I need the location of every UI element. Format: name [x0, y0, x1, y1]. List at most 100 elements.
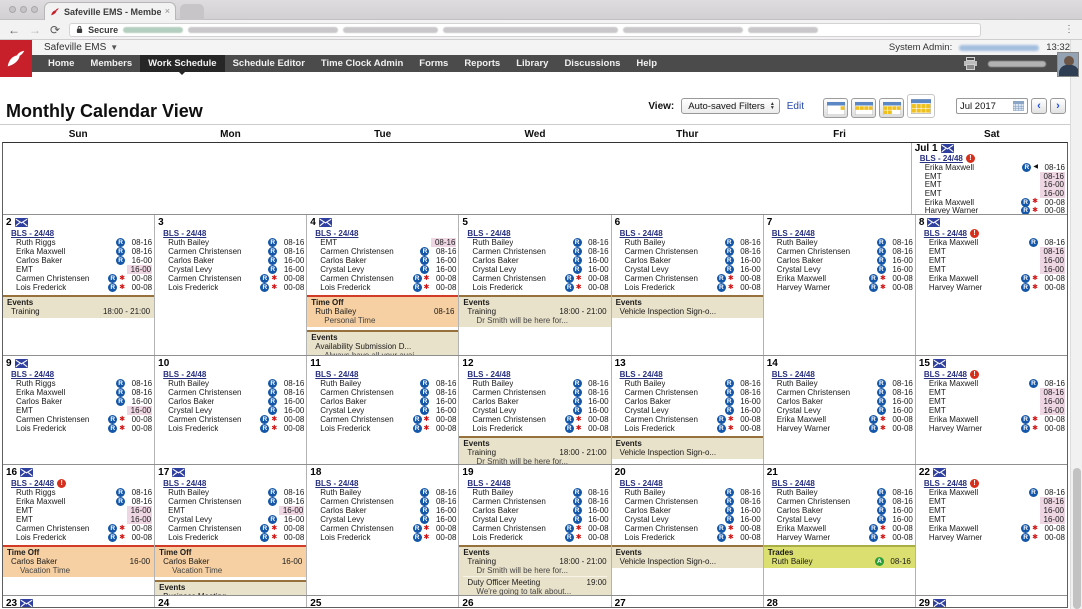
nav-item-help[interactable]: Help: [636, 58, 657, 69]
shift-link[interactable]: BLS - 24/48: [619, 369, 663, 379]
shift-assignment[interactable]: Lois Frederick R ✱ 00-08: [157, 533, 304, 542]
shift-assignment[interactable]: Carlos Baker R 16-00: [461, 397, 609, 406]
shift-assignment[interactable]: Ruth Bailey R 08-16: [461, 488, 609, 497]
shift-link[interactable]: BLS - 24/48: [467, 369, 511, 379]
shift-assignment[interactable]: Carmen Christensen R ✱ 00-08: [5, 524, 152, 533]
day-cell[interactable]: 15 BLS - 24/48! Erika Maxwell R 08-16 EMT 08-1…: [915, 356, 1067, 464]
shift-assignment[interactable]: Carlos Baker R 16-00: [766, 397, 913, 406]
shift-assignment[interactable]: Carmen Christensen R 08-16: [766, 497, 913, 506]
shift-assignment[interactable]: Crystal Levy R 16-00: [157, 515, 304, 524]
shift-assignment[interactable]: Lois Frederick R ✱ 00-08: [461, 533, 609, 542]
shift-assignment[interactable]: Carlos Baker R 16-00: [461, 256, 609, 265]
site-logo[interactable]: [0, 40, 32, 77]
day-cell[interactable]: 23: [3, 596, 156, 607]
shift-assignment[interactable]: Harvey Warner R ✱ 00-08: [766, 424, 913, 433]
shift-assignment[interactable]: Crystal Levy R 16-00: [766, 406, 913, 415]
shift-assignment[interactable]: Crystal Levy R 16-00: [309, 406, 456, 415]
shift-assignment[interactable]: Ruth Bailey R 08-16: [766, 379, 913, 388]
shift-assignment[interactable]: Ruth Riggs R 08-16: [5, 488, 152, 497]
shift-assignment[interactable]: EMT 16-00: [914, 180, 1065, 190]
shift-assignment[interactable]: EMT 16-00: [5, 265, 153, 274]
shift-assignment[interactable]: Crystal Levy R 16-00: [157, 406, 304, 415]
shift-assignment[interactable]: Crystal Levy R 16-00: [157, 265, 304, 274]
shift-assignment[interactable]: Carmen Christensen R 08-16: [157, 497, 304, 506]
shift-assignment[interactable]: EMT 16-00: [914, 188, 1065, 198]
shift-assignment[interactable]: Carmen Christensen R 08-16: [309, 388, 456, 397]
shift-assignment[interactable]: Lois Frederick R ✱ 00-08: [5, 424, 152, 433]
shift-link[interactable]: BLS - 24/48: [11, 369, 55, 379]
shift-assignment[interactable]: Carmen Christensen R 08-16: [614, 247, 761, 256]
shift-assignment[interactable]: Ruth Bailey R 08-16: [157, 238, 304, 247]
shift-link[interactable]: BLS - 24/48: [315, 369, 359, 379]
shift-assignment[interactable]: Crystal Levy R 16-00: [614, 265, 761, 274]
shift-assignment[interactable]: Harvey Warner R ✱ 00-08: [914, 206, 1065, 214]
shift-assignment[interactable]: Lois Frederick R ✱ 00-08: [614, 424, 761, 433]
shift-assignment[interactable]: Lois Frederick R ✱ 00-08: [5, 533, 152, 542]
day-cell[interactable]: 6 BLS - 24/48 Ruth Bailey R 08-16 Carmen Chri…: [611, 215, 764, 355]
shift-assignment[interactable]: Carmen Christensen R ✱ 00-08: [157, 274, 304, 283]
tab-close-icon[interactable]: ×: [164, 6, 170, 16]
shift-assignment[interactable]: Erika Maxwell R ✱ 00-08: [766, 524, 913, 533]
scrollbar-track[interactable]: [1070, 40, 1082, 609]
shift-assignment[interactable]: Ruth Bailey R 08-16: [461, 238, 609, 247]
view-day-button[interactable]: [823, 98, 848, 118]
shift-assignment[interactable]: Carlos Baker R 16-00: [157, 256, 304, 265]
shift-assignment[interactable]: EMT 08-16: [918, 497, 1065, 506]
shift-assignment[interactable]: Erika Maxwell R 08-16: [918, 488, 1065, 497]
scrollbar-thumb[interactable]: [1073, 468, 1081, 609]
view-multiweek-button[interactable]: [879, 98, 904, 118]
section-entry[interactable]: Duty Officer Meeting 19:00 We're going to …: [463, 576, 607, 595]
shift-assignment[interactable]: EMT 16-00: [918, 506, 1065, 515]
filter-select[interactable]: Auto-saved Filters ▲ ▼: [681, 98, 780, 114]
shift-assignment[interactable]: Carlos Baker R 16-00: [157, 397, 304, 406]
shift-link[interactable]: BLS - 24/48: [163, 478, 207, 488]
shift-assignment[interactable]: Ruth Bailey R 08-16: [766, 488, 913, 497]
shift-assignment[interactable]: Erika Maxwell R ✱ 00-08: [918, 524, 1065, 533]
shift-link[interactable]: BLS - 24/48: [923, 228, 967, 238]
shift-assignment[interactable]: EMT 08-16: [918, 247, 1065, 256]
shift-assignment[interactable]: Crystal Levy R 16-00: [766, 265, 913, 274]
shift-assignment[interactable]: Carmen Christensen R 08-16: [157, 247, 304, 256]
shift-link[interactable]: BLS - 24/48: [771, 228, 815, 238]
day-cell[interactable]: Jul 1 BLS - 24/48! Erika Maxwell R ◀ 08-16 EMT…: [911, 143, 1067, 214]
day-cell[interactable]: 16 BLS - 24/48! Ruth Riggs R 08-16 Erika Maxw…: [3, 465, 156, 595]
section-entry[interactable]: Carlos Baker 16-00 Vacation Time: [7, 557, 150, 575]
shift-assignment[interactable]: Crystal Levy R 16-00: [614, 515, 761, 524]
shift-assignment[interactable]: Carlos Baker R 16-00: [5, 256, 152, 265]
day-cell[interactable]: 21 BLS - 24/48 Ruth Bailey R 08-16 Carmen Chr…: [763, 465, 916, 595]
reload-icon[interactable]: ⟳: [50, 22, 61, 37]
edit-link[interactable]: Edit: [786, 100, 804, 112]
nav-item-schedule-editor[interactable]: Schedule Editor: [232, 58, 305, 69]
shift-assignment[interactable]: EMT 08-16: [914, 171, 1065, 181]
shift-assignment[interactable]: EMT 16-00: [918, 515, 1065, 524]
shift-assignment[interactable]: Erika Maxwell R 08-16: [5, 247, 152, 256]
shift-assignment[interactable]: Harvey Warner R ✱ 00-08: [918, 283, 1065, 292]
day-cell[interactable]: 12 BLS - 24/48 Ruth Bailey R 08-16 Carmen Chr…: [459, 356, 612, 464]
day-cell[interactable]: 17 BLS - 24/48 Ruth Bailey R 08-16 Carmen Chr…: [155, 465, 308, 595]
shift-assignment[interactable]: Carmen Christensen R 08-16: [461, 497, 609, 506]
shift-assignment[interactable]: Crystal Levy R 16-00: [766, 515, 913, 524]
section-entry[interactable]: Training 18:00 - 21:00 Dr Smith will be he…: [463, 448, 606, 464]
day-cell[interactable]: 24: [155, 596, 308, 607]
nav-item-reports[interactable]: Reports: [464, 58, 501, 69]
shift-assignment[interactable]: Ruth Bailey R 08-16: [157, 488, 304, 497]
day-cell[interactable]: 25: [307, 596, 460, 607]
shift-link[interactable]: BLS - 24/48: [467, 478, 511, 488]
next-month-button[interactable]: ›: [1050, 98, 1066, 114]
shift-assignment[interactable]: Ruth Bailey R 08-16: [157, 379, 304, 388]
shift-assignment[interactable]: EMT 08-16: [309, 238, 457, 247]
shift-assignment[interactable]: Carmen Christensen R 08-16: [461, 388, 609, 397]
day-cell[interactable]: 11 BLS - 24/48 Ruth Bailey R 08-16 Carmen Chr…: [307, 356, 460, 464]
shift-assignment[interactable]: Carmen Christensen R 08-16: [766, 388, 913, 397]
shift-assignment[interactable]: Carlos Baker R 16-00: [309, 397, 456, 406]
section-entry[interactable]: Training 18:00 - 21:00 Dr Smith will be he…: [463, 557, 606, 575]
shift-assignment[interactable]: Carmen Christensen R 08-16: [766, 247, 913, 256]
shift-assignment[interactable]: Lois Frederick R ✱ 00-08: [309, 533, 456, 542]
section-entry[interactable]: Training 18:00 - 21:00 Dr Smith will be he…: [463, 307, 606, 325]
shift-link[interactable]: BLS - 24/48: [619, 478, 663, 488]
nav-item-work-schedule[interactable]: Work Schedule: [140, 55, 225, 75]
shift-assignment[interactable]: Erika Maxwell R ✱ 00-08: [918, 415, 1065, 424]
day-cell[interactable]: 9 BLS - 24/48 Ruth Riggs R 08-16 Erika Maxwel…: [3, 356, 156, 464]
shift-assignment[interactable]: Erika Maxwell R ◀ 08-16: [914, 162, 1065, 172]
day-cell[interactable]: 5 BLS - 24/48 Ruth Bailey R 08-16 Carmen Chri…: [459, 215, 612, 355]
